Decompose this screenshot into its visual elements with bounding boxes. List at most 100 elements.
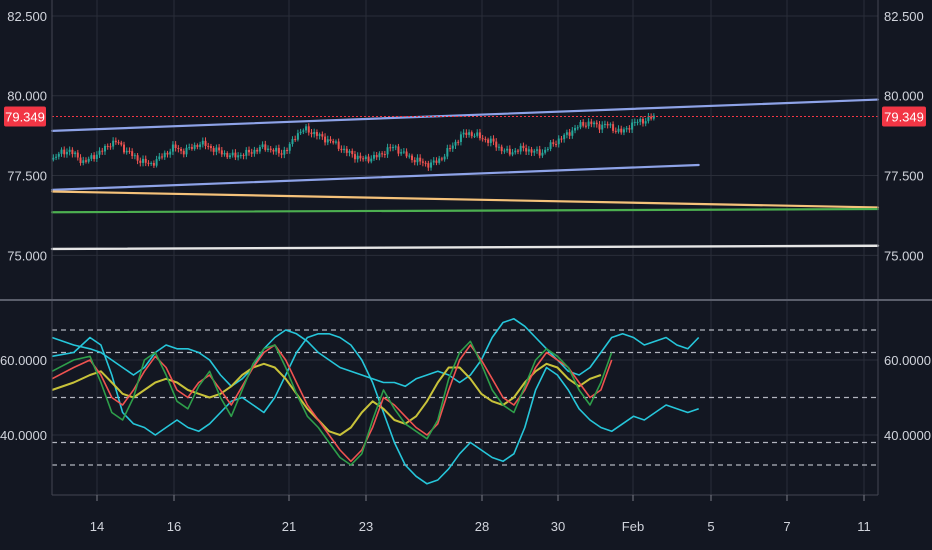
candle-body xyxy=(603,123,606,125)
panel-frame xyxy=(0,0,932,496)
candle-body xyxy=(158,156,161,160)
candle-body xyxy=(492,138,495,142)
candle-body xyxy=(212,148,215,152)
candle-body xyxy=(500,146,503,152)
candle-body xyxy=(372,154,375,159)
candle-body xyxy=(582,122,585,126)
price-tick-label-left: 77.500 xyxy=(7,169,47,184)
candle-body xyxy=(508,148,511,155)
trendlines[interactable] xyxy=(50,98,880,251)
candle-body xyxy=(614,130,617,132)
candle-body xyxy=(296,133,299,140)
candle-body xyxy=(593,122,596,125)
candle-body xyxy=(413,160,416,163)
upper-channel-trendline[interactable] xyxy=(50,98,880,132)
candle-body xyxy=(359,155,362,159)
candle-body xyxy=(555,144,558,146)
candle-body xyxy=(283,149,286,155)
x-tick-label: 23 xyxy=(359,519,373,534)
candle-body xyxy=(446,148,449,157)
candle-body xyxy=(324,136,327,143)
candle-body xyxy=(459,134,462,142)
candle-body xyxy=(568,132,571,136)
candle-body xyxy=(478,132,481,139)
candle-body xyxy=(239,155,242,157)
candle-body xyxy=(253,149,256,154)
candle-body xyxy=(631,122,634,130)
candle-body xyxy=(166,152,169,155)
price-tick-label-right: 77.500 xyxy=(884,169,924,184)
candle-body xyxy=(150,162,153,164)
candle-body xyxy=(606,123,609,126)
candle-body xyxy=(484,138,487,140)
candle-body xyxy=(264,144,267,150)
candle-body xyxy=(620,128,623,133)
candle-body xyxy=(294,139,297,141)
candle-body xyxy=(171,144,174,152)
candle-body xyxy=(497,146,500,148)
candle-body xyxy=(563,134,566,140)
candle-body xyxy=(275,147,278,152)
candle-body xyxy=(155,159,158,166)
lower-channel-trendline[interactable] xyxy=(50,163,700,191)
candle-body xyxy=(457,141,460,143)
candle-body xyxy=(476,132,479,136)
orange-level-trendline[interactable] xyxy=(50,190,880,209)
candle-body xyxy=(435,160,438,163)
candle-body xyxy=(95,154,98,159)
candle-body xyxy=(565,132,568,135)
candle-body xyxy=(242,155,245,157)
candle-body xyxy=(536,149,539,151)
candle-body xyxy=(430,162,433,168)
price-tick-label-right: 82.500 xyxy=(884,9,924,24)
candle-body xyxy=(288,144,291,151)
candle-body xyxy=(315,132,318,136)
candle-body xyxy=(60,149,63,154)
candle-body xyxy=(386,147,389,155)
candle-body xyxy=(525,148,528,152)
candle-body xyxy=(340,148,343,151)
candle-body xyxy=(93,155,96,159)
candle-body xyxy=(533,150,536,153)
candle-body xyxy=(103,145,106,152)
candle-body xyxy=(552,142,555,145)
price-tick-label-left: 75.000 xyxy=(7,248,47,263)
candle-body xyxy=(147,162,150,164)
candle-body xyxy=(451,145,454,149)
candle-body xyxy=(299,131,302,134)
candle-body xyxy=(381,153,384,155)
candle-body xyxy=(310,132,313,135)
x-axis: 14 16 21 23 28 30 Feb 5 7 11 xyxy=(90,495,871,534)
candle-body xyxy=(177,148,180,150)
candle-body xyxy=(421,161,424,163)
candle-body xyxy=(277,147,280,154)
x-tick-label: Feb xyxy=(622,519,644,534)
candle-body xyxy=(106,145,109,147)
candle-body xyxy=(180,148,183,151)
candle-body xyxy=(302,130,305,132)
candle-body xyxy=(82,160,85,164)
candle-body xyxy=(356,155,359,160)
last-price-label-left: 79.349 xyxy=(5,110,45,125)
white-level-trendline[interactable] xyxy=(50,244,880,251)
candle-body xyxy=(329,139,332,142)
candle-body xyxy=(207,145,210,147)
candle-body xyxy=(622,129,625,133)
candle-body xyxy=(514,150,517,153)
x-tick-label: 30 xyxy=(551,519,565,534)
candle-body xyxy=(473,135,476,137)
price-tick-label-left: 80.000 xyxy=(7,89,47,104)
candle-body xyxy=(269,148,272,150)
candle-body xyxy=(438,158,441,163)
candle-body xyxy=(139,160,142,163)
candle-body xyxy=(389,147,392,149)
green-level-trendline[interactable] xyxy=(50,207,880,214)
osc-tick-label-left: 40.0000 xyxy=(0,428,47,443)
candle-body xyxy=(188,147,191,149)
candle-body xyxy=(90,155,93,159)
candle-body xyxy=(215,147,218,152)
candle-body xyxy=(337,141,340,149)
candle-body xyxy=(465,132,468,135)
candle-body xyxy=(400,152,403,154)
